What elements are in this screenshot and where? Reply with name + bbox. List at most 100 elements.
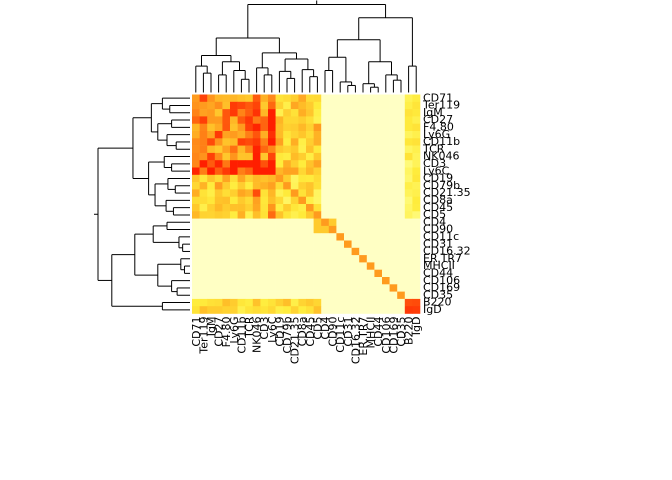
heatmap-cell xyxy=(207,204,216,212)
heatmap-cell xyxy=(389,94,398,103)
heatmap-cell xyxy=(397,233,406,241)
heatmap-cell xyxy=(230,306,238,314)
heatmap-cell xyxy=(351,247,360,256)
heatmap-cell xyxy=(328,240,337,249)
heatmap-cell xyxy=(351,284,360,292)
heatmap-cell xyxy=(306,109,314,117)
row-label: CD5 xyxy=(423,208,446,221)
heatmap-cell xyxy=(230,94,238,103)
heatmap-cells xyxy=(192,94,421,314)
heatmap-cell xyxy=(290,101,299,110)
heatmap-cell xyxy=(389,277,398,285)
heatmap-cell xyxy=(321,138,330,146)
heatmap-cell xyxy=(366,138,375,146)
heatmap-cell xyxy=(298,218,307,227)
heatmap-cell xyxy=(351,196,360,205)
heatmap-cell xyxy=(245,152,254,161)
heatmap-cell xyxy=(321,116,330,124)
heatmap-cell xyxy=(359,269,368,278)
heatmap-cell xyxy=(222,138,231,146)
heatmap-cell xyxy=(344,152,352,161)
heatmap-cell xyxy=(382,255,390,263)
heatmap-cell xyxy=(404,109,413,117)
heatmap-cell xyxy=(382,145,390,154)
heatmap-cell xyxy=(306,196,314,205)
heatmap-cell xyxy=(199,167,208,176)
column-label: CD27 xyxy=(213,317,226,347)
heatmap-cell xyxy=(275,225,284,234)
heatmap-cell xyxy=(222,167,231,176)
heatmap-cell xyxy=(275,131,284,139)
heatmap-cell xyxy=(237,247,246,256)
heatmap-cell xyxy=(374,204,383,212)
heatmap-cell xyxy=(404,240,413,249)
heatmap-cell xyxy=(328,284,337,292)
heatmap-cell xyxy=(389,138,398,146)
heatmap-cell xyxy=(230,138,238,146)
heatmap-cell xyxy=(397,109,406,117)
heatmap-cell xyxy=(382,189,390,197)
heatmap-cell xyxy=(336,240,345,249)
heatmap-cell xyxy=(230,262,238,270)
heatmap-cell xyxy=(313,306,322,314)
heatmap-cell xyxy=(397,196,406,205)
heatmap-cell xyxy=(268,218,276,227)
heatmap-cell xyxy=(222,116,231,124)
heatmap-cell xyxy=(260,218,269,227)
heatmap-cell xyxy=(199,298,208,307)
heatmap-cell xyxy=(207,152,216,161)
heatmap-cell xyxy=(268,211,276,219)
heatmap-cell xyxy=(313,160,322,168)
heatmap-cell xyxy=(306,262,314,270)
heatmap-cell xyxy=(351,298,360,307)
heatmap-cell xyxy=(222,160,231,168)
heatmap-cell xyxy=(268,131,276,139)
heatmap-cell xyxy=(298,109,307,117)
heatmap-cell xyxy=(298,204,307,212)
heatmap-cell xyxy=(374,247,383,256)
heatmap-cell xyxy=(245,218,254,227)
heatmap-cell xyxy=(260,182,269,190)
heatmap-cell xyxy=(397,131,406,139)
heatmap-cell xyxy=(298,145,307,154)
heatmap-cell xyxy=(199,196,208,205)
heatmap-cell xyxy=(344,262,352,270)
heatmap-cell xyxy=(290,138,299,146)
heatmap-cell xyxy=(199,306,208,314)
heatmap-cell xyxy=(222,123,231,132)
heatmap-cell xyxy=(283,298,292,307)
heatmap-cell xyxy=(328,204,337,212)
heatmap-cell xyxy=(374,233,383,241)
heatmap-cell xyxy=(321,284,330,292)
heatmap-cell xyxy=(412,174,421,183)
heatmap-cell xyxy=(359,291,368,300)
heatmap-cell xyxy=(313,262,322,270)
heatmap-cell xyxy=(222,189,231,197)
heatmap-cell xyxy=(328,94,337,103)
heatmap-cell xyxy=(207,101,216,110)
heatmap-cell xyxy=(366,189,375,197)
column-label: CD35 xyxy=(395,317,408,347)
heatmap-cell xyxy=(252,204,261,212)
heatmap-cell xyxy=(397,152,406,161)
heatmap-cell xyxy=(260,291,269,300)
heatmap-cell xyxy=(404,218,413,227)
column-label: B220 xyxy=(403,317,416,346)
heatmap-cell xyxy=(283,262,292,270)
heatmap-cell xyxy=(374,240,383,249)
heatmap-cell xyxy=(283,284,292,292)
heatmap-cell xyxy=(336,160,345,168)
heatmap-cell xyxy=(389,189,398,197)
heatmap-cell xyxy=(230,145,238,154)
heatmap-cell xyxy=(351,167,360,176)
heatmap-cell xyxy=(252,160,261,168)
heatmap-cell xyxy=(374,123,383,132)
heatmap-cell xyxy=(192,116,200,124)
heatmap-cell xyxy=(290,240,299,249)
heatmap-cell xyxy=(366,233,375,241)
heatmap-cell xyxy=(290,225,299,234)
heatmap-cell xyxy=(252,152,261,161)
heatmap-cell xyxy=(214,298,223,307)
heatmap-cell xyxy=(214,145,223,154)
heatmap-cell xyxy=(192,262,200,270)
